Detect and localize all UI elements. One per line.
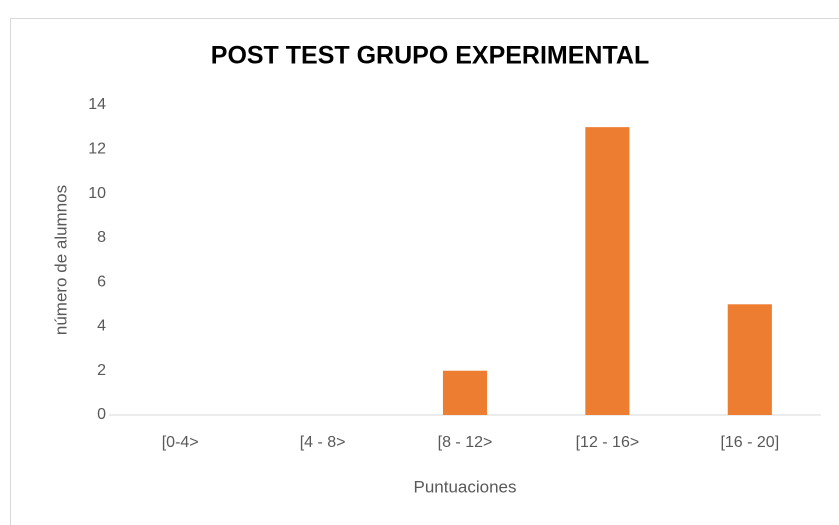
y-tick-label: 8: [97, 229, 106, 246]
y-tick-label: 6: [97, 273, 106, 290]
x-tick-label: [0-4>: [162, 434, 199, 451]
y-axis-label: número de alumnos: [51, 185, 70, 335]
bar: [585, 127, 630, 416]
x-tick-label: [12 - 16>: [576, 434, 640, 451]
y-tick-label: 2: [97, 362, 106, 379]
x-tick-label: [16 - 20]: [720, 434, 779, 451]
x-axis-label: Puntuaciones: [413, 477, 516, 496]
y-tick-label: 10: [88, 185, 106, 202]
chart-title: POST TEST GRUPO EXPERIMENTAL: [211, 42, 649, 70]
y-tick-label: 0: [97, 406, 106, 423]
y-tick-label: 4: [97, 318, 106, 335]
x-tick-label: [4 - 8>: [300, 434, 346, 451]
bar: [727, 304, 772, 415]
chart-border: [10, 18, 839, 525]
x-tick-label: [8 - 12>: [438, 434, 493, 451]
bar: [442, 370, 488, 415]
y-tick-label: 14: [88, 96, 106, 113]
y-tick-label: 12: [88, 141, 106, 158]
